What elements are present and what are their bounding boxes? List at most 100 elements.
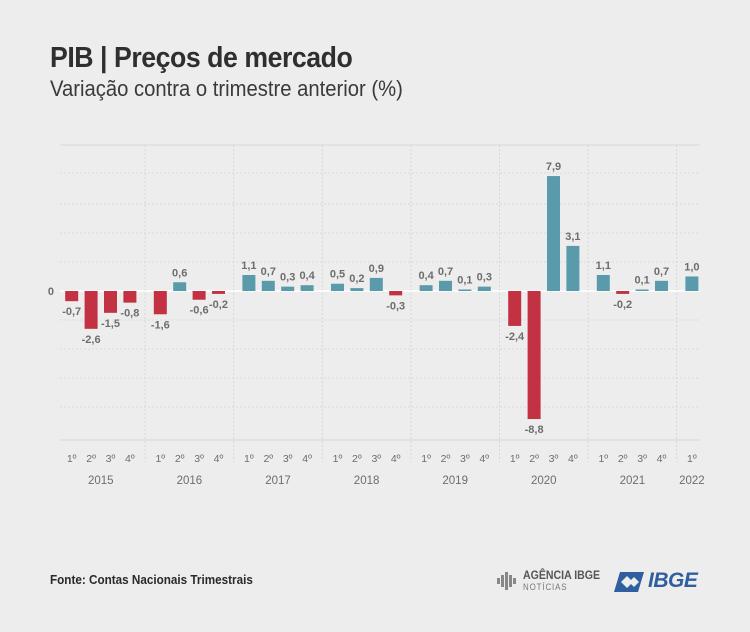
agencia-ibge-logo: AGÊNCIA IBGE NOTÍCIAS <box>497 566 607 596</box>
quarter-label: 2º <box>618 453 628 465</box>
value-label: -8,8 <box>525 424 544 436</box>
agencia-subtitle: NOTÍCIAS <box>523 582 568 592</box>
bar-2021-q3 <box>635 289 649 291</box>
quarter-label: 3º <box>106 453 116 465</box>
agencia-logo-icon <box>497 572 516 590</box>
value-label: -0,2 <box>209 299 228 311</box>
bar-2017-q4 <box>300 285 314 291</box>
bar-2019-q1 <box>419 285 433 291</box>
value-label: -1,6 <box>151 319 170 331</box>
source-note: Fonte: Contas Nacionais Trimestrais <box>50 572 253 587</box>
quarter-label: 3º <box>549 453 559 465</box>
quarter-label: 1º <box>333 453 343 465</box>
quarter-label: 3º <box>637 453 647 465</box>
value-label: -2,4 <box>505 331 525 343</box>
value-label: -0,7 <box>62 306 81 318</box>
quarter-label: 3º <box>194 453 204 465</box>
quarter-label: 2º <box>529 453 539 465</box>
bar-2018-q1 <box>331 283 344 291</box>
quarter-label: 1º <box>510 453 520 465</box>
bar-2015-q1 <box>65 291 79 302</box>
year-label-2020: 2020 <box>531 475 557 487</box>
value-label: 0,2 <box>349 273 364 285</box>
quarter-label: 4º <box>391 453 401 465</box>
value-label: 0,1 <box>634 275 649 287</box>
bar-2016-q1 <box>153 291 167 315</box>
bar-2019-q4 <box>477 286 491 291</box>
bar-2017-q3 <box>281 286 295 291</box>
year-label-2022: 2022 <box>679 475 705 487</box>
quarter-label: 4º <box>125 453 135 465</box>
year-label-2016: 2016 <box>177 475 203 487</box>
value-label: 0,7 <box>261 266 276 278</box>
quarter-label: 4º <box>214 453 224 465</box>
quarter-label: 1º <box>598 453 608 465</box>
quarter-label: 1º <box>421 453 431 465</box>
year-label-2015: 2015 <box>88 475 114 487</box>
bar-2018-q4 <box>389 291 403 296</box>
value-label: -0,8 <box>120 308 139 320</box>
value-label: 0,3 <box>280 272 295 284</box>
bar-2019-q2 <box>439 280 452 291</box>
bar-2020-q4 <box>566 245 580 291</box>
value-label: 1,0 <box>684 261 699 273</box>
quarter-label: 4º <box>302 453 312 465</box>
bar-2015-q4 <box>123 291 137 303</box>
bar-2021-q2 <box>616 291 630 294</box>
bar-2016-q2 <box>173 282 187 291</box>
bar-2020-q2 <box>527 291 541 420</box>
bar-2021-q4 <box>655 280 668 291</box>
ibge-name: IBGE <box>648 569 698 592</box>
ibge-emblem-icon <box>614 572 644 592</box>
value-label: -1,5 <box>101 318 120 330</box>
value-label: 3,1 <box>565 231 580 243</box>
quarter-label: 4º <box>479 453 489 465</box>
bar-2016-q4 <box>212 291 225 294</box>
quarter-label: 3º <box>283 453 293 465</box>
ibge-logo: IBGE <box>612 569 707 594</box>
bar-2015-q3 <box>104 291 117 313</box>
year-label-2018: 2018 <box>354 475 380 487</box>
bar-2019-q3 <box>458 289 472 291</box>
quarter-label: 2º <box>441 453 451 465</box>
value-label: 0,6 <box>172 267 187 279</box>
value-label: 0,7 <box>654 266 669 278</box>
value-label: 0,3 <box>477 272 492 284</box>
chart-subtitle: Variação contra o trimestre anterior (%) <box>50 76 403 101</box>
year-label-2019: 2019 <box>442 475 468 487</box>
year-label-2017: 2017 <box>265 475 291 487</box>
agencia-name: AGÊNCIA IBGE <box>523 568 601 582</box>
quarter-label: 3º <box>460 453 470 465</box>
bar-2017-q1 <box>242 274 256 291</box>
value-label: -0,3 <box>386 300 405 312</box>
value-label: 0,4 <box>418 270 434 282</box>
value-label: 0,4 <box>299 270 315 282</box>
value-label: 1,1 <box>596 260 611 272</box>
value-label: 7,9 <box>546 161 561 173</box>
value-label: 1,1 <box>241 260 256 272</box>
bar-2018-q3 <box>369 277 383 291</box>
year-label-2021: 2021 <box>620 475 646 487</box>
bar-2017-q2 <box>261 280 275 291</box>
value-label: -0,2 <box>613 299 632 311</box>
quarter-label: 4º <box>568 453 578 465</box>
bar-2015-q2 <box>84 291 98 329</box>
bar-2022-q1 <box>685 276 699 291</box>
bar-2018-q2 <box>350 288 364 291</box>
bar-2020-q3 <box>547 176 560 291</box>
zero-tick-label: 0 <box>48 286 54 298</box>
quarter-label: 2º <box>175 453 185 465</box>
value-label: -0,6 <box>190 305 209 317</box>
quarter-label: 1º <box>67 453 77 465</box>
value-label: -2,6 <box>82 334 101 346</box>
value-label: 0,9 <box>369 263 384 275</box>
quarter-label: 1º <box>687 453 697 465</box>
quarter-label: 2º <box>86 453 96 465</box>
value-label: 0,7 <box>438 266 453 278</box>
bar-2016-q3 <box>192 291 206 300</box>
quarter-label: 2º <box>263 453 273 465</box>
chart-title: PIB | Preços de mercado <box>50 42 353 74</box>
quarter-label: 1º <box>155 453 165 465</box>
bar-2021-q1 <box>596 274 610 291</box>
